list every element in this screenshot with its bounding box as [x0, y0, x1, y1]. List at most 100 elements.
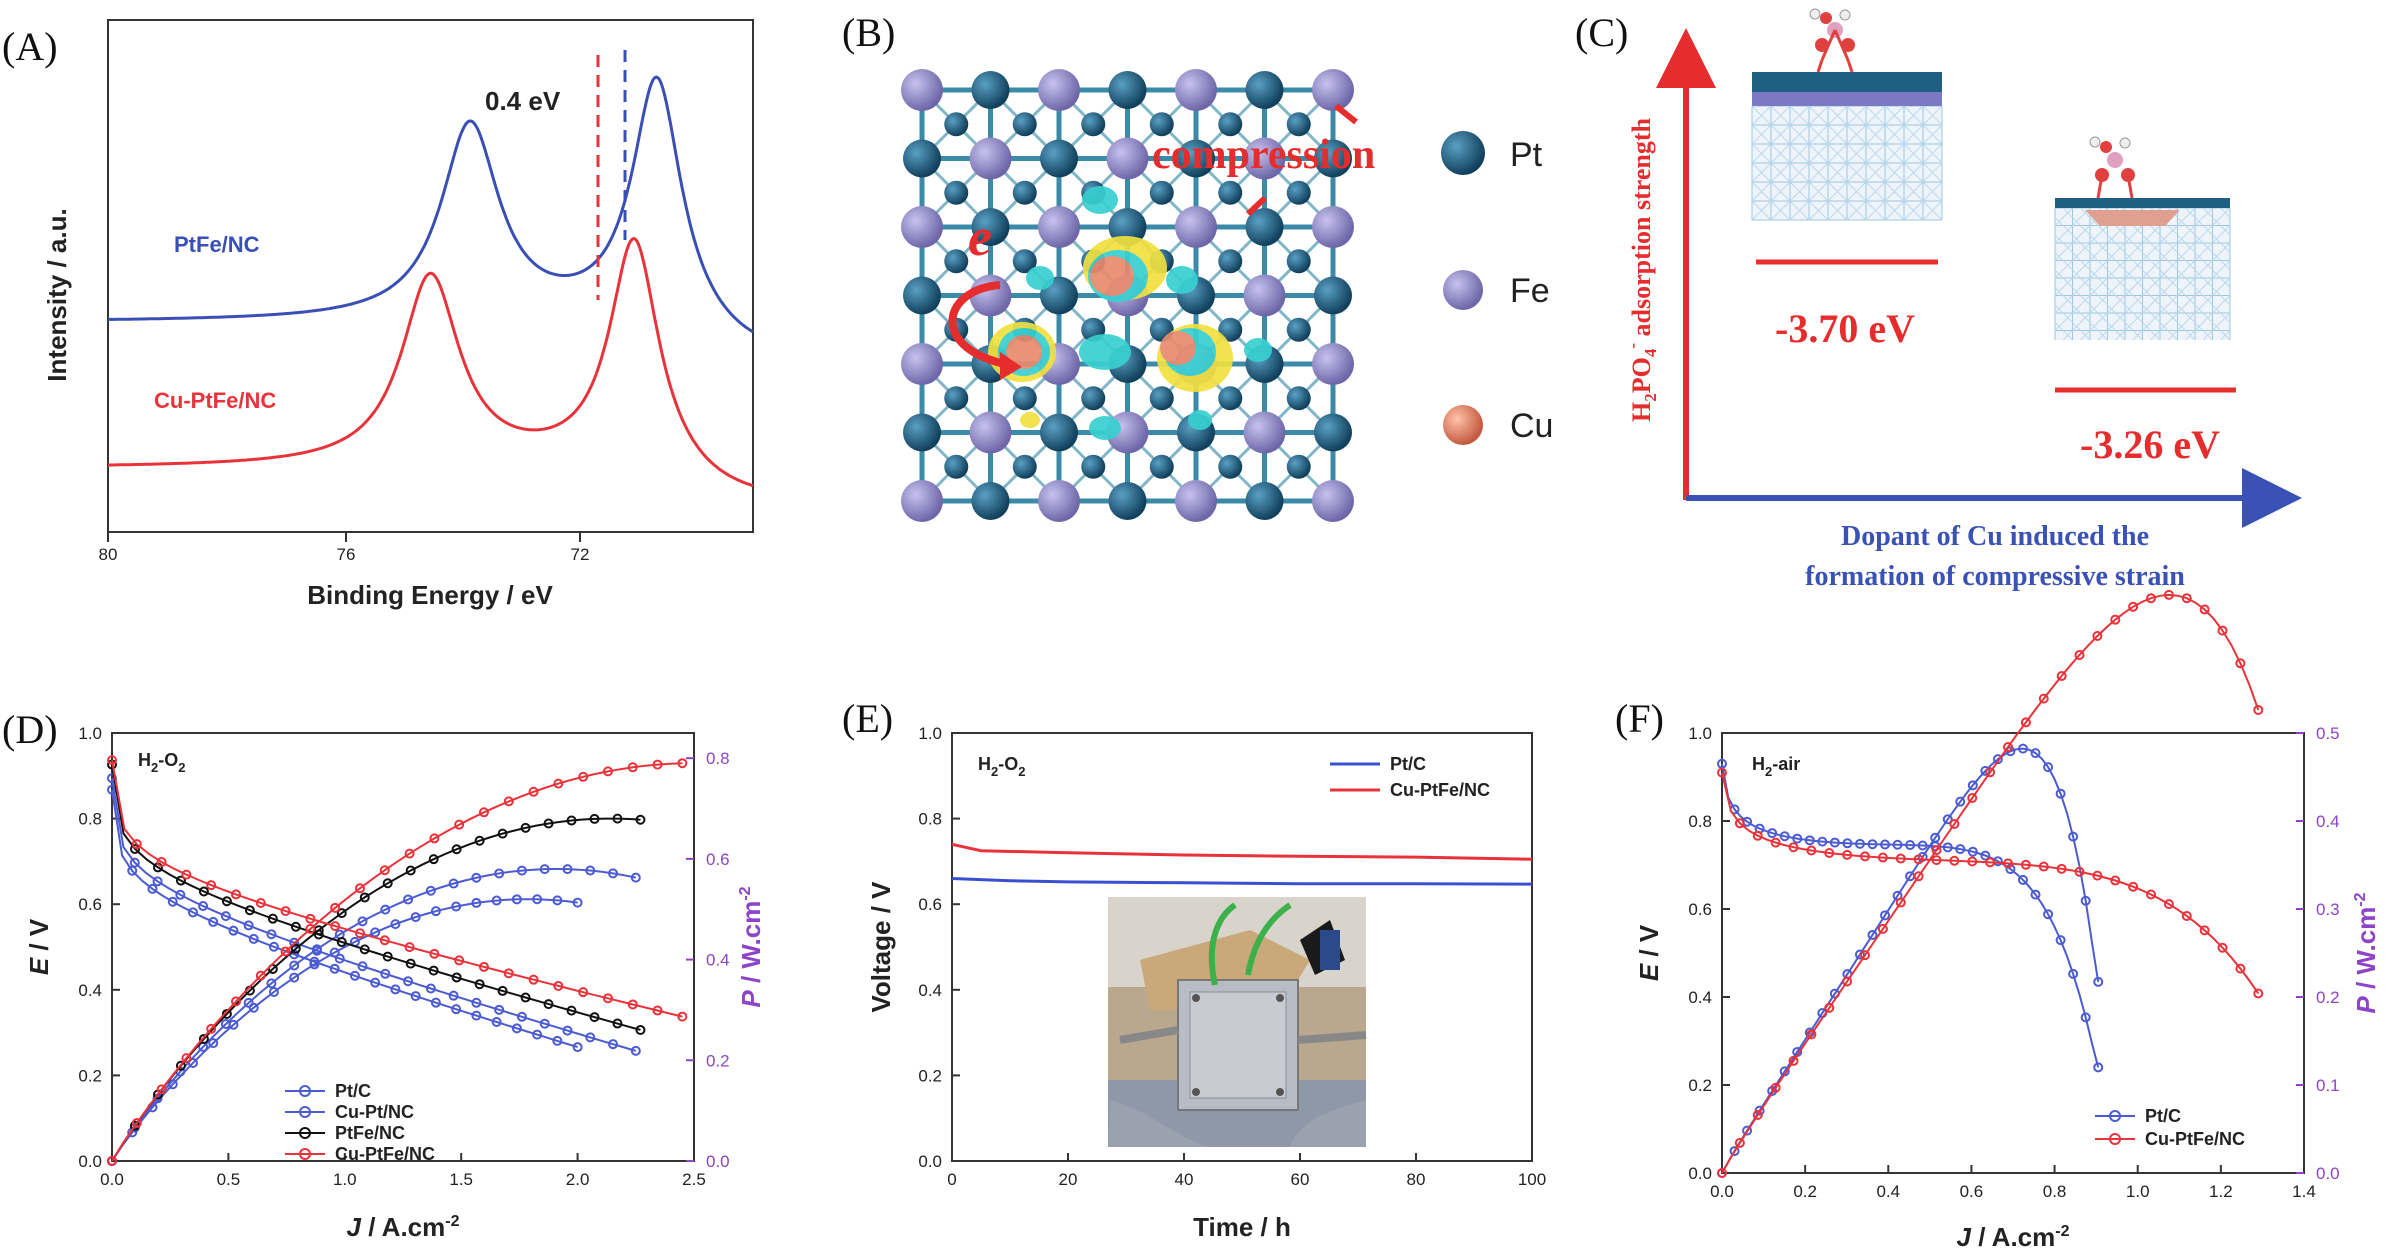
panel-f-Pt/C-power-point — [2017, 743, 2028, 754]
panel-d-Pt/C-power-point — [289, 972, 300, 983]
panel-f-Pt/C-voltage-point — [1804, 835, 1815, 846]
panel-d-Cu-PtFe/NC-power-point — [181, 1053, 192, 1064]
panel-d-y2tick: 0.8 — [706, 749, 730, 768]
panel-d-Cu-PtFe/NC-power-point — [305, 923, 316, 934]
legend-label: Pt/C — [2145, 1106, 2181, 1126]
panel-f-y2tick: 0.0 — [2316, 1164, 2340, 1183]
panel-label-f: (F) — [1615, 696, 1664, 741]
panel-b-legend-cu-icon — [1443, 405, 1483, 445]
panel-f-Cu-PtFe/NC-power-point — [2020, 717, 2031, 728]
panel-d-Cu-PtFe/NC-power-point — [404, 848, 415, 859]
panel-d-Cu-Pt/NC-power-point — [562, 864, 573, 875]
panel-f-Cu-PtFe/NC-voltage-point — [1788, 842, 1799, 853]
panel-f-Cu-PtFe/NC-voltage-point — [1752, 830, 1763, 841]
panel-f-Pt/C-power-point — [2030, 748, 2041, 759]
legend-marker — [2109, 1133, 2121, 1145]
panel-f-Pt/C-voltage-point — [2068, 968, 2079, 979]
panel-a-xtick-72: 72 — [571, 545, 590, 564]
panel-b-electron-arrowhead — [1000, 352, 1022, 380]
panel-d-y2tick: 0.0 — [706, 1152, 730, 1171]
panel-f-y2tick: 0.4 — [2316, 812, 2340, 831]
panel-d-Cu-Pt/NC-voltage-point — [562, 1025, 573, 1036]
panel-f-Pt/C-power-point — [2055, 788, 2066, 799]
panel-f-Pt/C-voltage-point — [2055, 935, 2066, 946]
panel-d-Pt/C-power-point — [491, 895, 502, 906]
panel-f-frame — [1721, 732, 2305, 1174]
panel-f-Cu-PtFe/NC-power-point — [1734, 1137, 1745, 1148]
panel-d-Cu-Pt/NC-voltage-point — [494, 1004, 505, 1015]
panel-label-e: (E) — [842, 696, 893, 741]
panel-f-Pt/C-voltage-point — [1967, 846, 1978, 857]
panel-d-Cu-PtFe/NC-power-point — [602, 766, 613, 777]
panel-d-PtFe/NC-voltage-point — [474, 979, 485, 990]
panel-f-Cu-PtFe/NC-power-point — [2146, 593, 2157, 604]
panel-f-Cu-PtFe/NC-voltage-point — [1734, 818, 1745, 829]
panel-f-Cu-PtFe/NC-power-point — [2253, 704, 2264, 715]
panel-d-Cu-PtFe/NC-power-point — [107, 1156, 117, 1166]
panel-f-Cu-PtFe/NC-power-point — [2235, 658, 2246, 669]
panel-f-Cu-PtFe/NC-power-point — [1931, 845, 1942, 856]
panel-e-ytick: 1.0 — [918, 724, 942, 743]
panel-d-ytick: 0.6 — [78, 895, 102, 914]
panel-f-xtick: 1.0 — [2126, 1182, 2150, 1201]
panel-d-Pt/C-power-point — [471, 897, 482, 908]
panel-f-Cu-PtFe/NC-power-point — [2199, 604, 2210, 615]
panel-f-Cu-PtFe/NC-power-point — [1788, 1055, 1799, 1066]
panel-a-series-cu-ptfe — [108, 236, 754, 488]
panel-d-Cu-PtFe/NC-voltage-point — [478, 961, 489, 972]
panel-d-Cu-PtFe/NC-voltage-point — [627, 999, 638, 1010]
fe-atom — [901, 480, 943, 522]
panel-d-ylabel: E / V — [24, 918, 54, 975]
panel-d-Cu-PtFe/NC-power-point — [652, 759, 663, 770]
panel-d-Cu-PtFe/NC-voltage-point — [181, 869, 192, 880]
panel-d-Pt/C-voltage-point — [248, 933, 259, 944]
panel-e-Pt/C-line — [951, 877, 1533, 886]
panel-f-Pt/C-power-point — [1742, 1125, 1753, 1136]
panel-d-Cu-Pt/NC-voltage-point — [448, 990, 459, 1001]
panel-f-Cu-PtFe/NC-power-point — [2128, 601, 2139, 612]
pt-atom — [1040, 413, 1078, 452]
panel-e-inset-photo — [1108, 897, 1367, 1147]
panel-a-label-cu-ptfe: Cu-PtFe/NC — [154, 388, 276, 413]
panel-f-ytick: 0.0 — [1688, 1164, 1712, 1183]
panel-f-Cu-PtFe/NC-voltage-point — [2146, 889, 2157, 900]
panel-f-Pt/C-voltage-point — [1817, 836, 1828, 847]
panel-f-Pt/C-voltage-point — [2005, 864, 2016, 875]
pt-atom-small — [1012, 180, 1037, 205]
panel-d-PtFe/NC-power-point — [175, 1060, 186, 1071]
panel-d-Cu-Pt/NC-voltage-point — [585, 1032, 596, 1043]
panel-d-Cu-PtFe/NC-power-point — [255, 970, 266, 981]
panel-d-PtFe/NC-power-point — [566, 815, 577, 826]
pt-atom — [1314, 413, 1352, 452]
panel-d-Cu-PtFe/NC-power-point — [429, 833, 440, 844]
panel-b-legend-pt-icon — [1441, 131, 1485, 175]
pt-atom-small — [1286, 454, 1311, 479]
legend-marker — [299, 1106, 311, 1118]
panel-f-Pt/C-voltage-point — [1880, 839, 1891, 850]
pt-atom-small — [944, 386, 969, 411]
panel-b-electron-label: e — [968, 207, 992, 267]
legend-label: Cu-PtFe/NC — [335, 1144, 435, 1164]
panel-f-Pt/C-voltage-point — [1854, 838, 1865, 849]
panel-f-Cu-PtFe/NC-voltage-point — [1860, 851, 1871, 862]
pt-atom-small — [1286, 180, 1311, 205]
legend-label: Pt/C — [335, 1081, 371, 1101]
fe-atom — [1312, 69, 1354, 111]
panel-f-Cu-PtFe/NC-power-point — [1985, 767, 1996, 778]
fe-atom — [969, 137, 1012, 180]
panel-f-Pt/C-voltage-point — [1829, 837, 1840, 848]
panel-d-Cu-Pt/NC-voltage-point — [425, 983, 436, 994]
fe-atom — [1312, 206, 1354, 248]
panel-f-Cu-PtFe/NC-voltage-point — [1949, 855, 1960, 866]
pt-atom-small — [1149, 180, 1174, 205]
panel-d-Pt/C-power-point — [390, 919, 401, 930]
panel-f-Pt/C-power-point — [1942, 814, 1953, 825]
panel-f-Pt/C-power-point — [1729, 1146, 1740, 1157]
panel-d-y2tick: 0.4 — [706, 951, 730, 970]
panel-d-Cu-PtFe/NC-power-point — [677, 758, 688, 769]
panel-d-PtFe/NC-power-point — [612, 813, 623, 824]
panel-e-xtick: 40 — [1175, 1170, 1194, 1189]
panel-d-Pt/C-power-point — [370, 927, 381, 938]
panel-e-xtick: 0 — [947, 1170, 956, 1189]
